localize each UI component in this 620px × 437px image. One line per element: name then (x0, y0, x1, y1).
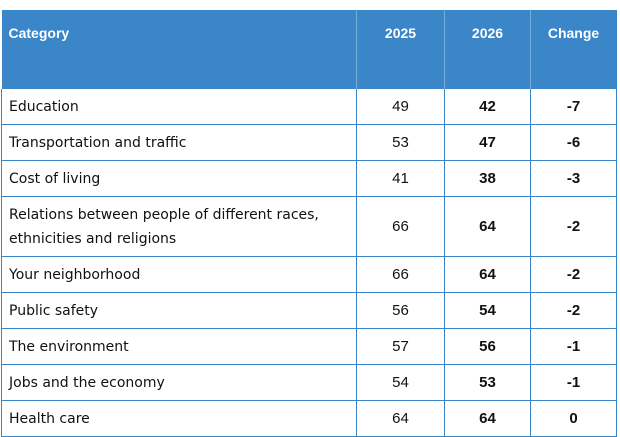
row-2025: 57 (356, 328, 445, 365)
row-category: Education (1, 89, 357, 125)
table-row: Education 49 42 -7 (1, 89, 617, 125)
row-2026: 64 (444, 196, 531, 257)
header-change: Change (530, 10, 617, 89)
row-2025: 53 (356, 124, 445, 161)
row-2026: 53 (444, 364, 531, 401)
table-row: Cost of living 41 38 -3 (1, 160, 617, 197)
row-2026: 54 (444, 292, 531, 329)
row-change: -1 (530, 328, 617, 365)
row-category: Public safety (1, 292, 357, 329)
row-change: -7 (530, 89, 617, 125)
row-2026: 38 (444, 160, 531, 197)
row-2025: 66 (356, 196, 445, 257)
table-header: Category 2025 2026 Change (1, 10, 617, 89)
row-2025: 56 (356, 292, 445, 329)
row-category: Jobs and the economy (1, 364, 357, 401)
row-2026: 42 (444, 89, 531, 125)
row-change: -2 (530, 292, 617, 329)
cropped-caption (0, 0, 620, 10)
table-row: Jobs and the economy 54 53 -1 (1, 364, 617, 401)
row-2026: 64 (444, 256, 531, 293)
row-category: Cost of living (1, 160, 357, 197)
row-category: Your neighborhood (1, 256, 357, 293)
row-2026: 64 (444, 400, 531, 437)
table-row: The environment 57 56 -1 (1, 328, 617, 365)
ratings-table: Category 2025 2026 Change Education 49 4… (1, 10, 617, 437)
table-row: Relations between people of different ra… (1, 196, 617, 257)
header-2025: 2025 (356, 10, 445, 89)
header-category: Category (1, 10, 357, 89)
row-change: -1 (530, 364, 617, 401)
row-2025: 64 (356, 400, 445, 437)
header-2026: 2026 (444, 10, 531, 89)
table-row: Transportation and traffic 53 47 -6 (1, 124, 617, 161)
table-body: Education 49 42 -7 Transportation and tr… (1, 89, 617, 437)
row-category: The environment (1, 328, 357, 365)
table-row: Health care 64 64 0 (1, 400, 617, 437)
table-row: Your neighborhood 66 64 -2 (1, 256, 617, 293)
row-category: Relations between people of different ra… (1, 196, 357, 257)
table-row: Public safety 56 54 -2 (1, 292, 617, 329)
row-change: -3 (530, 160, 617, 197)
row-2026: 47 (444, 124, 531, 161)
row-change: -2 (530, 196, 617, 257)
row-2025: 49 (356, 89, 445, 125)
row-change: -6 (530, 124, 617, 161)
row-2025: 41 (356, 160, 445, 197)
row-2025: 66 (356, 256, 445, 293)
row-change: -2 (530, 256, 617, 293)
row-2025: 54 (356, 364, 445, 401)
row-category: Health care (1, 400, 357, 437)
row-2026: 56 (444, 328, 531, 365)
row-category: Transportation and traffic (1, 124, 357, 161)
row-change: 0 (530, 400, 617, 437)
